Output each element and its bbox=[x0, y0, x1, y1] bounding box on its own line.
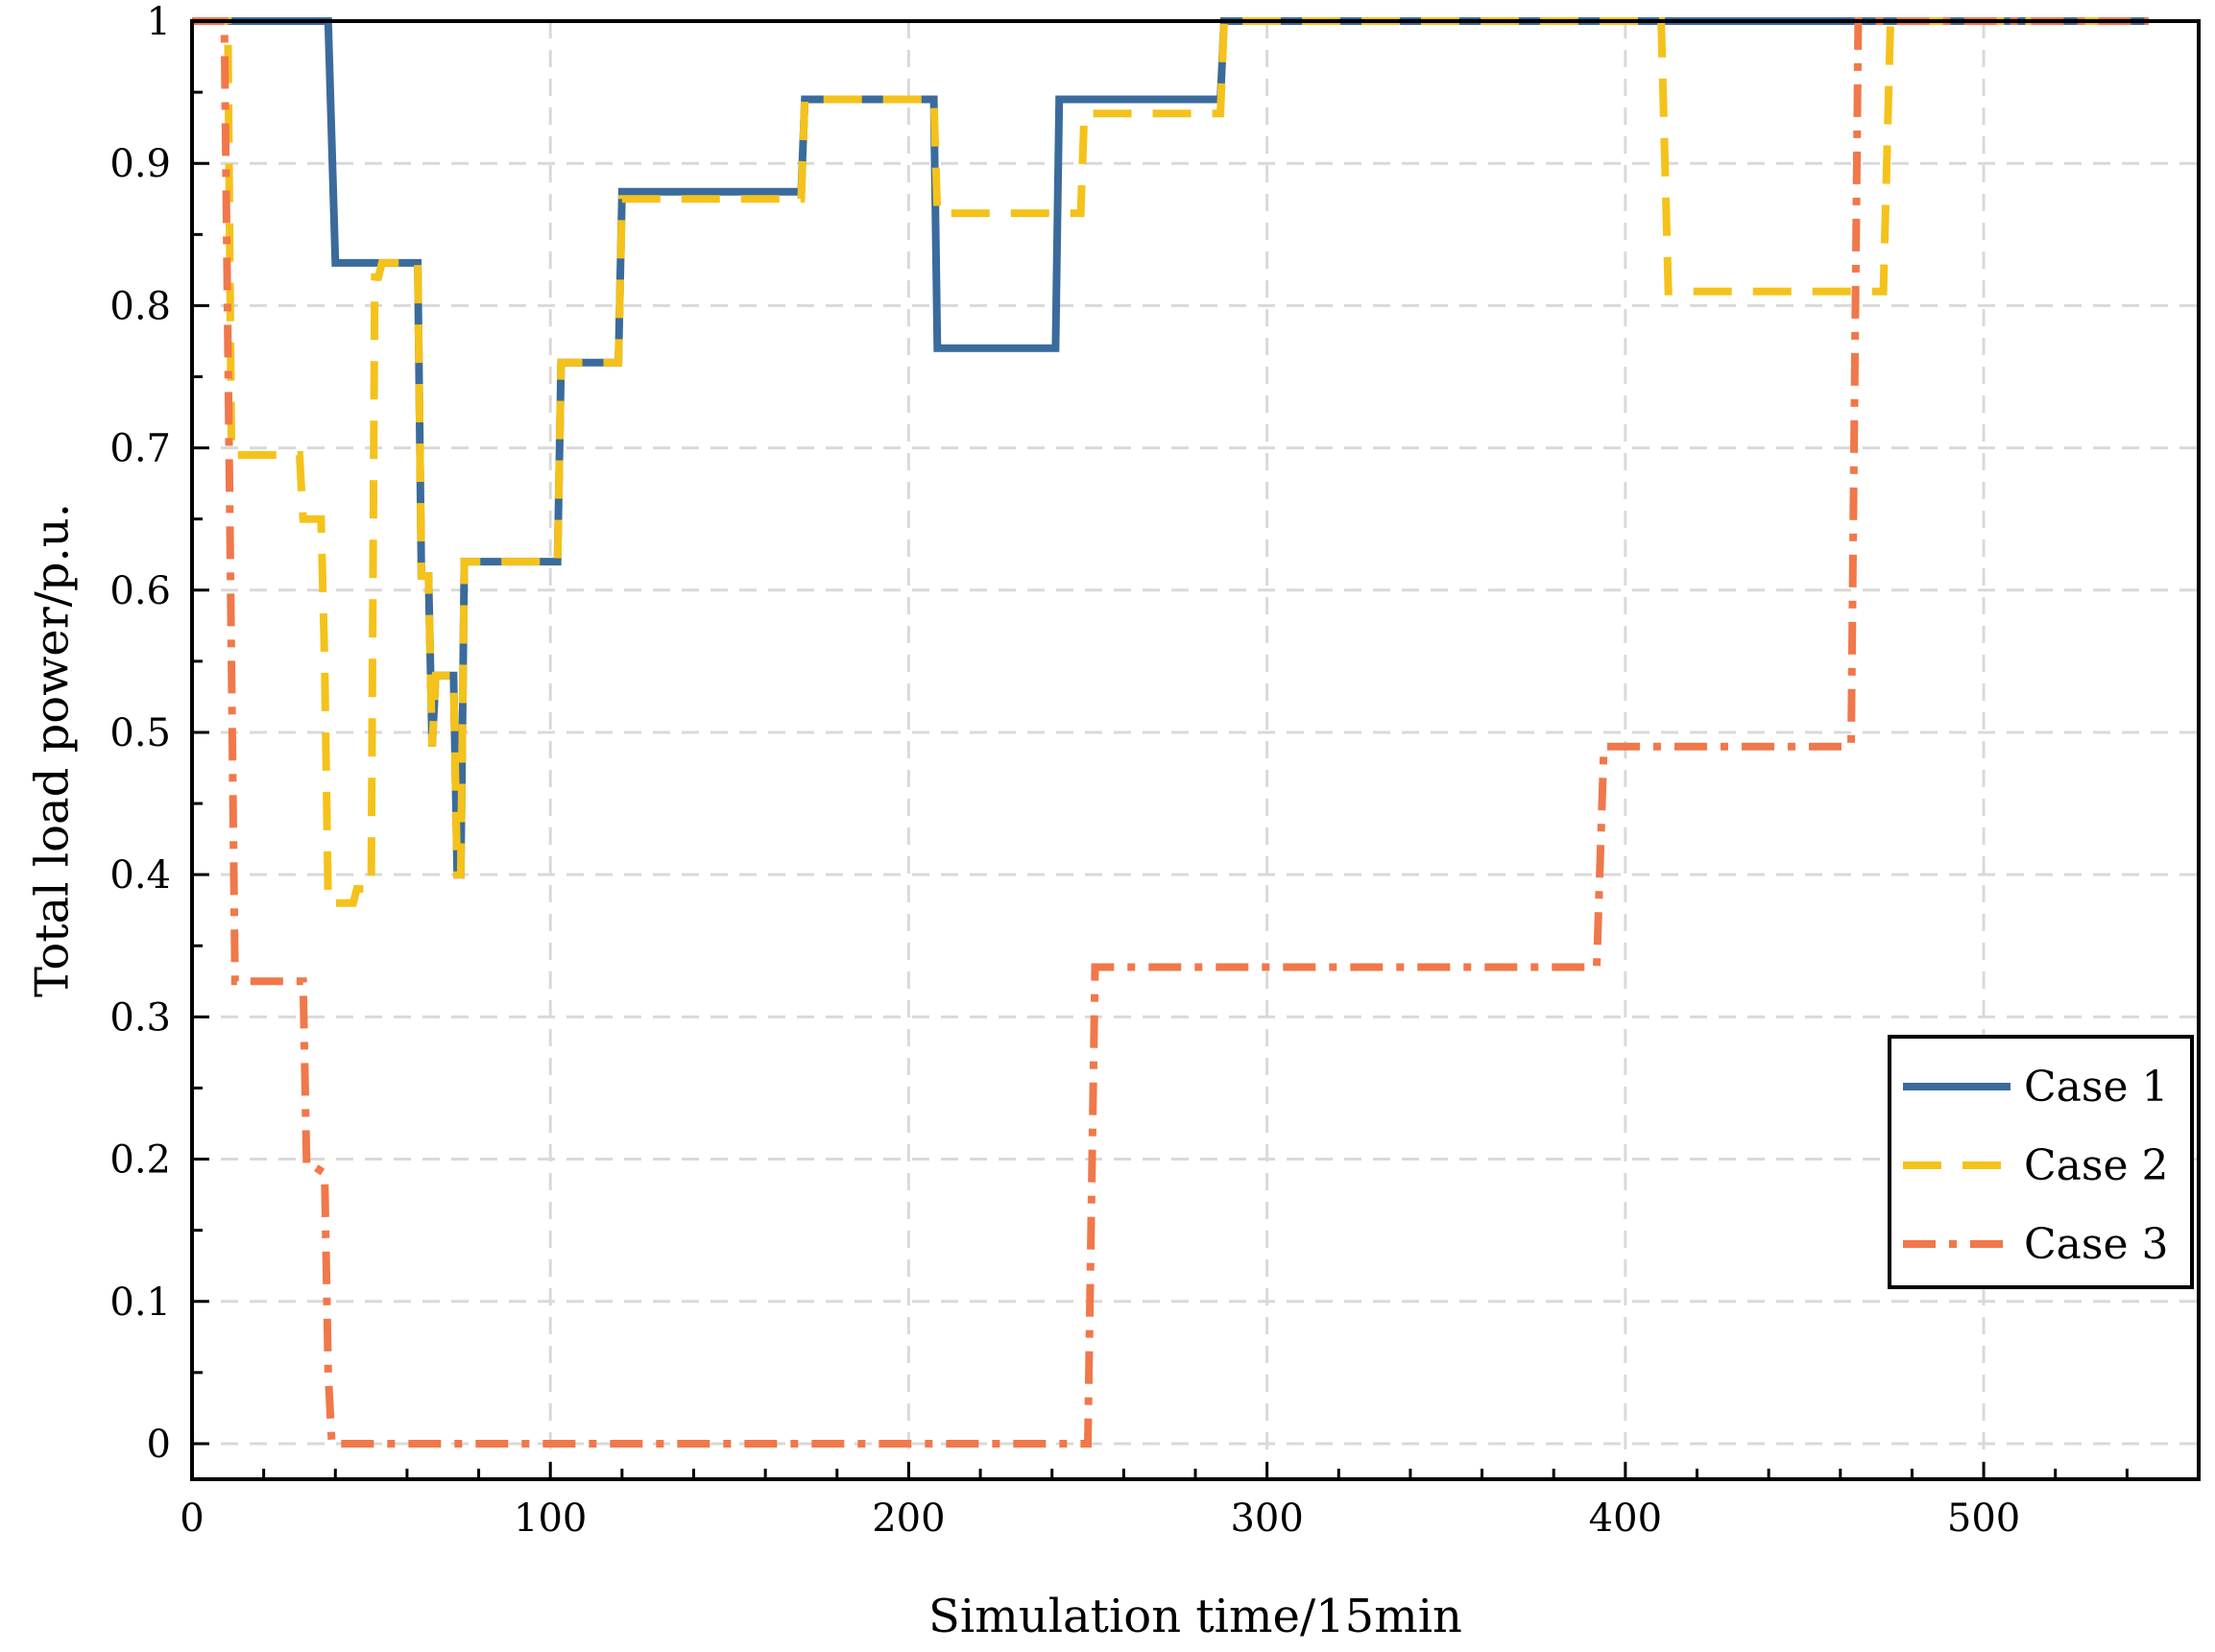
y-tick-label: 0.2 bbox=[109, 1138, 171, 1183]
x-tick-label: 300 bbox=[1230, 1496, 1303, 1541]
legend-label: Case 3 bbox=[2024, 1220, 2169, 1269]
legend: Case 1 Case 2 Case 3 bbox=[1888, 1035, 2194, 1289]
y-tick-label: 0.3 bbox=[109, 995, 171, 1040]
legend-item-case-2: Case 2 bbox=[1903, 1141, 2169, 1190]
x-tick-labels: 0 100 200 300 400 500 bbox=[180, 1496, 2020, 1541]
x-tick-label: 400 bbox=[1589, 1496, 1662, 1541]
y-tick-label: 0.9 bbox=[109, 142, 171, 186]
legend-item-case-1: Case 1 bbox=[1903, 1063, 2169, 1112]
y-tick-label: 0.7 bbox=[109, 427, 171, 471]
plot-frame bbox=[190, 19, 2201, 1481]
y-tick-label: 0.1 bbox=[109, 1281, 171, 1325]
y-tick-label: 0 bbox=[147, 1423, 171, 1467]
plot-area bbox=[192, 21, 2199, 1479]
x-tick-label: 100 bbox=[514, 1496, 587, 1541]
series-line-case-2 bbox=[192, 17, 2149, 907]
x-tick-label: 500 bbox=[1947, 1496, 2020, 1541]
x-tick-label: 0 bbox=[180, 1496, 204, 1541]
series-layer bbox=[192, 17, 2149, 1448]
x-tick-label: 200 bbox=[872, 1496, 945, 1541]
y-tick-label: 0.6 bbox=[109, 569, 171, 613]
x-axis-label: Simulation time/15min bbox=[928, 1590, 1462, 1643]
y-tick-label: 1 bbox=[147, 0, 171, 44]
legend-label: Case 1 bbox=[2024, 1063, 2169, 1112]
legend-item-case-3: Case 3 bbox=[1903, 1220, 2169, 1269]
y-tick-labels: 0 0.1 0.2 0.3 0.4 0.5 0.6 0.7 0.8 0.9 1 bbox=[109, 0, 171, 1467]
legend-label: Case 2 bbox=[2024, 1141, 2169, 1190]
series-line-case-3 bbox=[192, 17, 2149, 1448]
y-tick-label: 0.8 bbox=[109, 284, 171, 328]
y-tick-label: 0.4 bbox=[109, 853, 171, 898]
y-axis-label: Total load power/p.u. bbox=[26, 503, 80, 997]
legend-items: Case 1 Case 2 Case 3 bbox=[1903, 1063, 2169, 1269]
y-tick-label: 0.5 bbox=[109, 711, 171, 755]
